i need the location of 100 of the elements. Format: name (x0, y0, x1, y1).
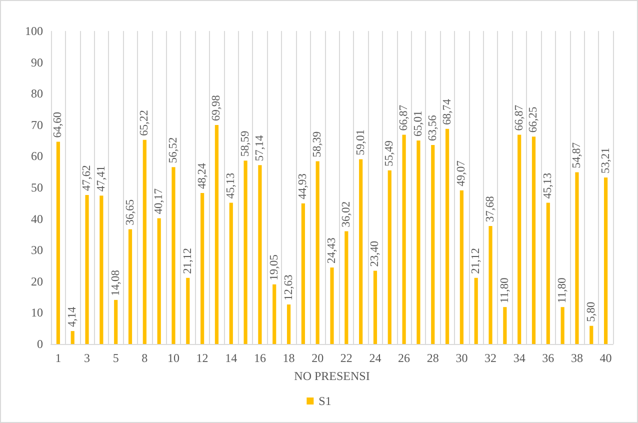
y-tick-label: 60 (31, 149, 43, 164)
bar (330, 268, 334, 344)
bar (70, 331, 74, 344)
data-label: 65,01 (412, 110, 424, 137)
bar (316, 161, 320, 344)
bar (200, 193, 204, 344)
data-label: 14,08 (110, 270, 122, 296)
bar (416, 140, 420, 344)
x-tick-label: 18 (282, 351, 295, 365)
bar (460, 190, 464, 344)
data-label: 45,13 (225, 172, 238, 199)
bar (85, 194, 89, 344)
bar (214, 124, 219, 344)
data-label: 55,49 (384, 140, 396, 166)
y-tick-label: 70 (31, 118, 43, 132)
bar (518, 134, 522, 344)
data-label: 37,68 (484, 196, 497, 222)
data-label: 65,22 (138, 110, 151, 136)
data-label: 19,05 (268, 254, 280, 280)
data-label: 68,74 (441, 98, 454, 125)
data-label: 21,12 (182, 248, 194, 274)
data-label: 56,52 (167, 136, 180, 164)
bar (142, 140, 146, 344)
bar (172, 167, 176, 344)
bar (128, 229, 132, 344)
x-tick-label: 5 (112, 351, 119, 365)
bar (402, 134, 406, 344)
data-label: 64,60 (52, 112, 64, 138)
y-tick-label: 80 (31, 86, 43, 101)
x-tick-label: 20 (312, 351, 324, 365)
bar (359, 159, 363, 344)
bar (503, 307, 507, 344)
x-axis-title: NO PRESENSI (294, 369, 370, 383)
data-label: 58,39 (312, 131, 324, 158)
x-tick-label: 3 (84, 351, 90, 365)
bar (114, 300, 118, 344)
y-tick-label: 100 (25, 24, 43, 38)
data-label: 11,80 (498, 277, 511, 304)
x-tick-label: 38 (570, 351, 583, 365)
bar (532, 136, 536, 344)
y-tick-label: 90 (31, 55, 43, 70)
y-tick-label: 10 (31, 306, 43, 320)
bar (445, 128, 450, 344)
bar (373, 270, 378, 344)
bar (157, 218, 161, 344)
x-tick-label: 30 (456, 351, 468, 365)
data-label: 59,01 (354, 129, 367, 156)
bar (546, 202, 550, 344)
data-label: 36,65 (124, 199, 136, 226)
data-label: 24,43 (326, 237, 338, 264)
data-label: 36,02 (340, 201, 352, 228)
bar (474, 278, 478, 344)
x-tick-label: 26 (398, 351, 410, 365)
data-label: 58,59 (240, 130, 252, 157)
bar (100, 196, 104, 344)
x-tick-label: 14 (225, 351, 238, 365)
data-label: 23,40 (369, 240, 382, 267)
bar (488, 226, 492, 344)
x-tick-label: 10 (167, 351, 180, 365)
y-tick-label: 0 (37, 337, 43, 351)
data-label: 40,17 (153, 188, 166, 214)
y-tick-label: 30 (31, 243, 43, 258)
x-tick-label: 40 (600, 351, 612, 365)
bar (344, 231, 348, 344)
data-label: 53,21 (600, 147, 612, 174)
x-tick-label: 24 (369, 351, 382, 365)
x-tick-label: 32 (484, 351, 497, 365)
bar (258, 165, 262, 344)
x-tick-label: 22 (340, 351, 352, 365)
bar (301, 203, 305, 344)
data-label: 66,87 (398, 104, 410, 131)
x-tick-label: 12 (196, 351, 208, 365)
x-tick-label: 28 (426, 351, 439, 365)
x-tick-label: 8 (142, 351, 148, 365)
data-label: 47,41 (95, 165, 108, 192)
data-label: 63,56 (426, 114, 439, 142)
y-tick-label: 20 (31, 274, 43, 288)
data-label: 5,80 (585, 301, 598, 322)
x-tick-label: 36 (542, 351, 554, 365)
bar (229, 202, 233, 344)
x-tick-label: 16 (254, 351, 266, 365)
data-label: 12,63 (282, 274, 295, 300)
data-label: 45,13 (542, 172, 554, 199)
data-label: 48,24 (196, 162, 208, 190)
bar (272, 284, 276, 344)
bar (431, 145, 435, 344)
bar (590, 326, 594, 344)
y-tick-label: 40 (31, 212, 43, 226)
bar (604, 177, 608, 344)
bar (388, 170, 392, 344)
x-tick-label: 1 (55, 351, 62, 365)
bar (575, 172, 579, 344)
data-label: 69,98 (210, 94, 223, 121)
data-label: 66,25 (528, 106, 540, 133)
data-label: 57,14 (254, 135, 266, 162)
y-tick-label: 50 (31, 180, 43, 194)
bar (56, 142, 60, 344)
data-label: 11,80 (556, 277, 569, 304)
data-label: 54,87 (570, 142, 583, 168)
x-tick-label: 34 (513, 351, 526, 365)
